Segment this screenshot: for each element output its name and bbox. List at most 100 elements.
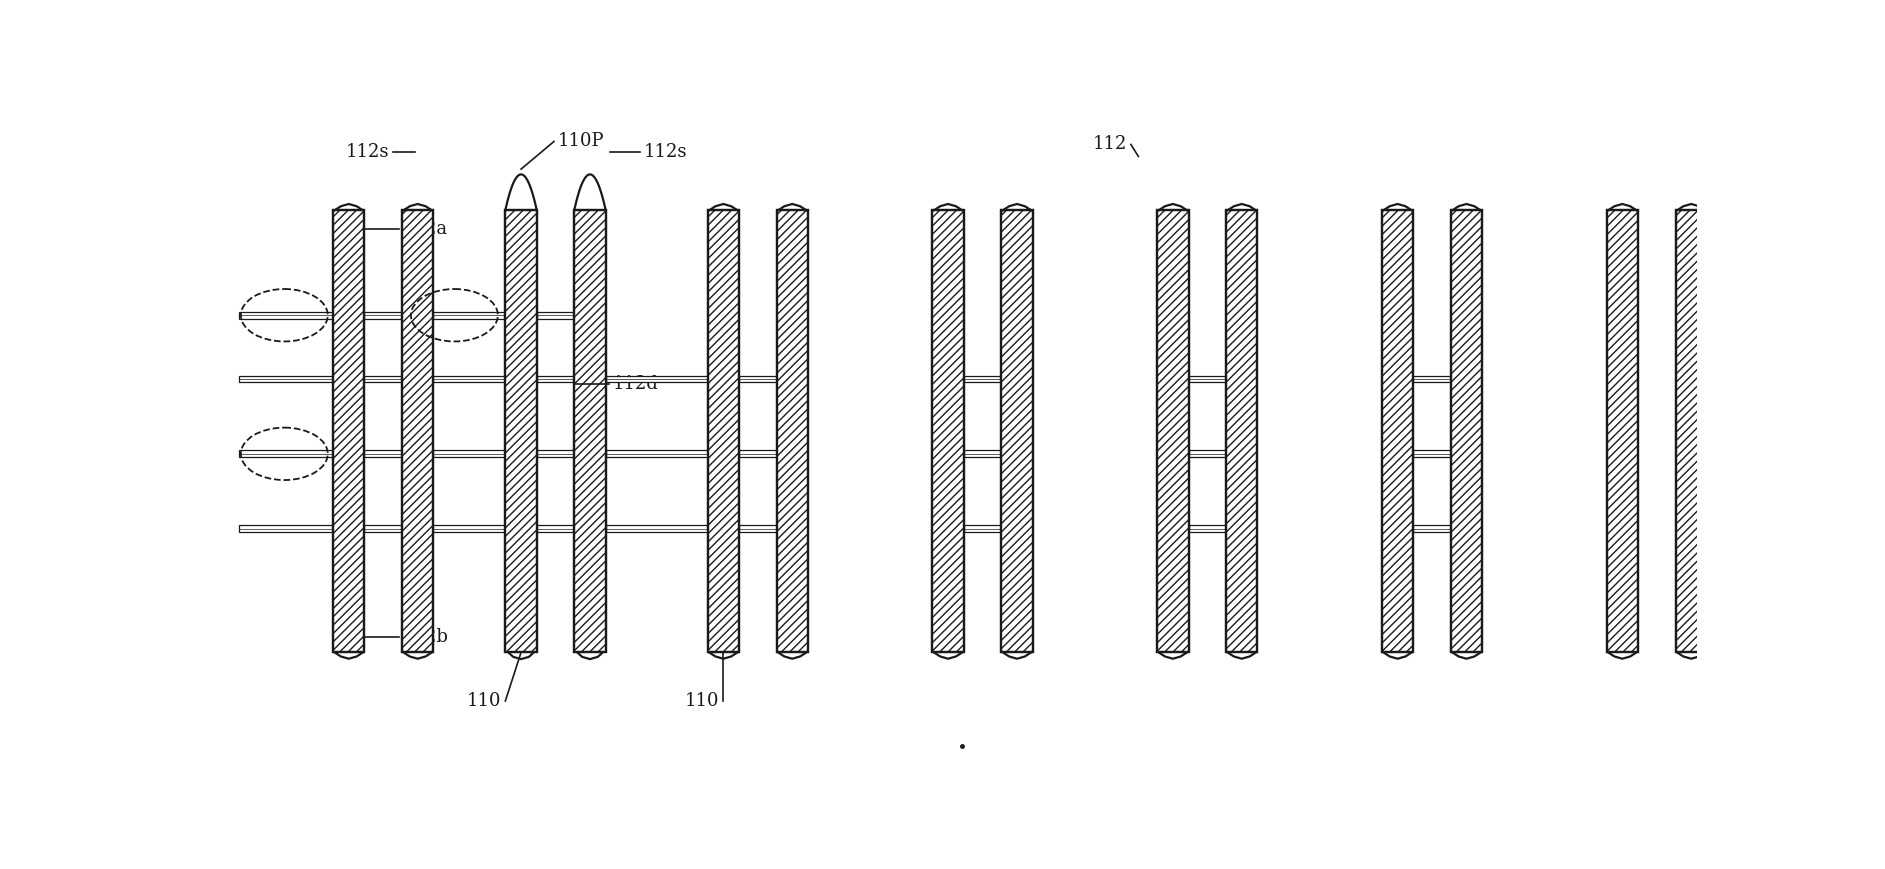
Bar xyxy=(1382,210,1414,653)
Bar xyxy=(707,368,739,389)
Bar xyxy=(1157,210,1189,653)
Bar xyxy=(1451,368,1482,389)
Bar xyxy=(1225,518,1257,540)
Bar xyxy=(933,368,963,389)
Bar xyxy=(777,443,809,464)
Bar xyxy=(1001,368,1033,389)
Bar xyxy=(1382,443,1414,464)
Bar xyxy=(1001,443,1033,464)
Bar xyxy=(777,518,809,540)
Bar xyxy=(239,526,334,532)
Bar xyxy=(1382,443,1414,464)
Bar xyxy=(707,210,739,653)
Bar xyxy=(575,518,605,540)
Bar xyxy=(707,518,739,540)
Bar xyxy=(1414,526,1451,532)
Bar xyxy=(1606,210,1638,653)
Bar xyxy=(537,312,575,319)
Bar xyxy=(402,210,434,653)
Bar xyxy=(334,518,364,540)
Bar xyxy=(334,443,364,464)
Bar xyxy=(933,210,963,653)
Bar xyxy=(402,443,434,464)
Bar xyxy=(402,210,434,653)
Bar xyxy=(334,210,364,653)
Bar xyxy=(505,305,537,326)
Text: 112b: 112b xyxy=(403,628,449,647)
Text: 112a: 112a xyxy=(403,220,449,238)
Bar xyxy=(933,368,963,389)
Bar xyxy=(933,443,963,464)
Bar xyxy=(334,443,364,464)
Bar xyxy=(334,518,364,540)
Bar xyxy=(1157,210,1189,653)
Bar xyxy=(1225,518,1257,540)
Bar xyxy=(707,443,739,464)
Text: 112s: 112s xyxy=(345,143,388,161)
Bar xyxy=(1157,368,1189,389)
Bar xyxy=(777,210,809,653)
Bar xyxy=(1157,210,1189,653)
Bar xyxy=(1157,518,1189,540)
Text: 112: 112 xyxy=(1093,136,1127,154)
Bar xyxy=(334,210,364,653)
Bar xyxy=(933,518,963,540)
Bar xyxy=(402,305,434,326)
Bar xyxy=(1382,210,1414,653)
Bar xyxy=(334,518,364,540)
Bar xyxy=(1382,518,1414,540)
Bar xyxy=(1225,368,1257,389)
Bar xyxy=(575,305,605,326)
Bar xyxy=(1001,368,1033,389)
Bar xyxy=(505,210,537,653)
Bar xyxy=(434,450,505,457)
Bar xyxy=(334,305,364,326)
Bar xyxy=(1451,518,1482,540)
Bar xyxy=(1382,368,1414,389)
Bar xyxy=(777,368,809,389)
Bar xyxy=(1451,443,1482,464)
Bar xyxy=(605,450,707,457)
Bar xyxy=(334,210,364,653)
Bar xyxy=(505,305,537,326)
Bar xyxy=(1225,518,1257,540)
Bar xyxy=(777,210,809,653)
Bar xyxy=(364,375,402,382)
Bar xyxy=(777,443,809,464)
Bar xyxy=(777,368,809,389)
Bar xyxy=(1189,375,1225,382)
Bar xyxy=(537,450,575,457)
Bar xyxy=(1001,443,1033,464)
Bar xyxy=(1451,368,1482,389)
Bar xyxy=(707,518,739,540)
Bar xyxy=(605,526,707,532)
Bar xyxy=(933,368,963,389)
Bar xyxy=(402,518,434,540)
Bar xyxy=(1451,210,1482,653)
Bar xyxy=(505,443,537,464)
Bar xyxy=(1382,443,1414,464)
Bar xyxy=(505,368,537,389)
Bar xyxy=(537,526,575,532)
Bar xyxy=(1676,210,1708,653)
Bar xyxy=(1225,210,1257,653)
Bar xyxy=(707,443,739,464)
Bar xyxy=(575,443,605,464)
Bar xyxy=(1189,450,1225,457)
Bar xyxy=(1001,518,1033,540)
Bar xyxy=(505,210,537,653)
Bar xyxy=(402,518,434,540)
Bar xyxy=(505,518,537,540)
Bar xyxy=(933,518,963,540)
Text: 112s: 112s xyxy=(645,143,688,161)
Bar xyxy=(1001,210,1033,653)
Bar xyxy=(334,305,364,326)
Bar xyxy=(1001,210,1033,653)
Bar xyxy=(334,368,364,389)
Bar xyxy=(402,305,434,326)
Bar xyxy=(1001,518,1033,540)
Bar xyxy=(933,210,963,653)
Bar xyxy=(1382,518,1414,540)
Bar xyxy=(575,443,605,464)
Bar xyxy=(1001,368,1033,389)
